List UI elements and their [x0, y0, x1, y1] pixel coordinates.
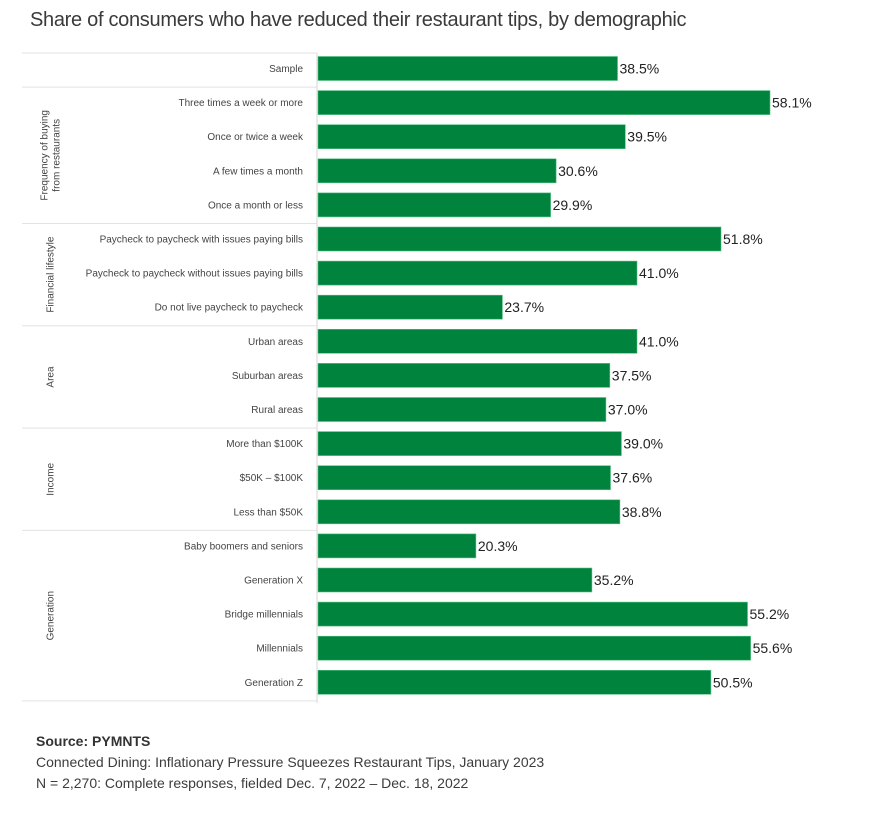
group-label: Financial lifestyle — [46, 236, 57, 313]
group-labels: Frequency of buyingfrom restaurants Finan… — [40, 110, 63, 640]
value-labels: 38.5% 58.1% 39.5% 30.6% 29.9% 51.8% 41.0% 23.7%… — [478, 61, 812, 691]
sample-note: N = 2,270: Complete responses, fielded D… — [36, 775, 469, 791]
value-label: 38.5% — [620, 61, 660, 77]
bars — [317, 56, 771, 695]
category-label: Suburban areas — [232, 371, 303, 382]
group-label-line: Area — [46, 366, 57, 388]
category-label: A few times a month — [213, 166, 303, 177]
chart-title: Share of consumers who have reduced thei… — [30, 9, 687, 31]
category-label: Rural areas — [251, 405, 303, 416]
group-label-line: Financial lifestyle — [46, 236, 57, 313]
value-label: 50.5% — [713, 674, 753, 690]
bar — [317, 56, 618, 81]
value-label: 38.8% — [622, 504, 662, 520]
bar — [317, 601, 748, 627]
value-label: 37.5% — [612, 367, 652, 383]
category-label: Less than $50K — [234, 507, 304, 518]
group-label: Income — [46, 462, 57, 495]
bar — [317, 431, 622, 456]
bar — [317, 294, 503, 320]
value-label: 55.6% — [753, 640, 793, 656]
bar — [317, 465, 611, 491]
bar — [317, 669, 712, 695]
bar-chart: Frequency of buyingfrom restaurants Finan… — [22, 52, 812, 703]
bar — [317, 328, 638, 354]
group-label: Area — [46, 366, 57, 388]
value-label: 20.3% — [478, 538, 518, 554]
value-label: 23.7% — [504, 299, 544, 315]
value-label: 39.5% — [627, 129, 667, 145]
category-label: Do not live paycheck to paycheck — [155, 303, 304, 314]
group-label-line: from restaurants — [52, 119, 63, 192]
group-label-line: Income — [46, 462, 57, 495]
bar — [317, 226, 722, 252]
category-label: Bridge millennials — [225, 610, 303, 621]
category-labels: Sample Three times a week or more Once or … — [86, 64, 304, 689]
category-label: Generation X — [244, 576, 303, 587]
category-label: Sample — [269, 64, 303, 75]
bar — [317, 124, 626, 149]
bar — [317, 363, 611, 388]
source-label: Source: PYMNTS — [36, 733, 151, 749]
group-label: Generation — [46, 591, 57, 640]
value-label: 51.8% — [723, 231, 763, 247]
value-label: 41.0% — [639, 333, 679, 349]
value-label: 39.0% — [623, 436, 663, 452]
value-label: 55.2% — [750, 606, 790, 622]
category-label: Once a month or less — [208, 200, 303, 211]
category-label: Urban areas — [248, 337, 303, 348]
bar — [317, 397, 607, 422]
category-label: $50K – $100K — [240, 473, 304, 484]
bar — [317, 635, 751, 661]
group-label-line: Generation — [46, 591, 57, 640]
bar — [317, 499, 621, 525]
bar — [317, 158, 557, 184]
group-label-line: Frequency of buying — [40, 110, 51, 201]
value-label: 37.0% — [608, 402, 648, 418]
group-label: Frequency of buyingfrom restaurants — [40, 110, 63, 201]
value-label: 58.1% — [772, 95, 812, 111]
value-label: 35.2% — [594, 572, 634, 588]
category-label: Paycheck to paycheck with issues paying … — [100, 235, 303, 246]
bar — [317, 533, 477, 559]
chart-footer: Source: PYMNTS Connected Dining: Inflati… — [36, 731, 544, 794]
category-label: Baby boomers and seniors — [184, 541, 303, 552]
report-title: Connected Dining: Inflationary Pressure … — [36, 754, 545, 770]
category-label: Three times a week or more — [179, 98, 304, 109]
category-label: Paycheck to paycheck without issues payi… — [86, 269, 303, 280]
value-label: 37.6% — [613, 470, 653, 486]
group-dividers — [22, 52, 317, 702]
category-label: Millennials — [256, 644, 303, 655]
category-label: Generation Z — [245, 678, 303, 689]
bar — [317, 260, 638, 286]
bar — [317, 90, 771, 115]
bar — [317, 192, 551, 218]
value-label: 41.0% — [639, 265, 679, 281]
category-label: More than $100K — [226, 439, 303, 450]
value-label: 29.9% — [553, 197, 593, 213]
category-label: Once or twice a week — [207, 132, 304, 143]
value-label: 30.6% — [558, 163, 598, 179]
bar — [317, 567, 593, 593]
